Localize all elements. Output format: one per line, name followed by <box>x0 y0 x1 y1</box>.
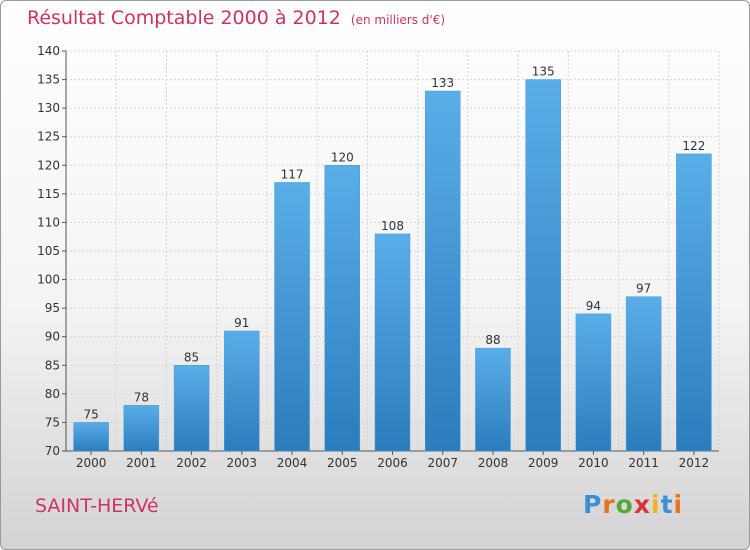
x-tick-label: 2006 <box>377 456 408 470</box>
x-tick-label: 2011 <box>628 456 659 470</box>
data-label: 85 <box>184 350 199 364</box>
bar <box>575 313 612 452</box>
bar <box>123 405 160 452</box>
data-label: 94 <box>586 299 601 313</box>
logo-letter: r <box>602 490 616 519</box>
logo-letter: x <box>633 490 651 519</box>
data-label: 91 <box>234 316 249 330</box>
logo-letter: P <box>583 490 603 519</box>
bar <box>274 182 310 452</box>
x-tick-label: 2008 <box>478 456 509 470</box>
data-label: 135 <box>532 65 555 79</box>
x-tick-label: 2004 <box>277 456 308 470</box>
proxiti-logo[interactable]: Proxiti <box>583 490 683 519</box>
x-tick-label: 2007 <box>427 456 458 470</box>
data-label: 117 <box>281 167 304 181</box>
chart-title: Résultat Comptable 2000 à 2012 (en millie… <box>27 7 445 29</box>
y-tick-label: 75 <box>45 415 60 429</box>
bar <box>676 153 712 452</box>
data-label: 97 <box>636 282 651 296</box>
town-name: SAINT-HERVé <box>35 495 159 517</box>
y-tick-label: 70 <box>45 444 60 458</box>
y-tick-label: 110 <box>37 215 60 229</box>
data-label: 78 <box>134 390 149 404</box>
data-label: 88 <box>485 333 500 347</box>
y-tick-label: 140 <box>37 44 60 58</box>
bar <box>424 90 461 452</box>
bar <box>374 233 411 452</box>
data-label: 108 <box>381 219 404 233</box>
x-tick-label: 2005 <box>327 456 358 470</box>
y-tick-label: 85 <box>45 358 60 372</box>
x-tick-label: 2002 <box>176 456 207 470</box>
logo-letter: i <box>651 490 661 519</box>
y-tick-label: 130 <box>37 101 60 115</box>
data-label: 122 <box>682 139 705 153</box>
x-tick-label: 2012 <box>679 456 710 470</box>
y-tick-label: 125 <box>37 130 60 144</box>
bar <box>625 296 662 452</box>
y-tick-label: 100 <box>37 273 60 287</box>
data-label: 133 <box>431 76 454 90</box>
y-tick-label: 115 <box>37 187 60 201</box>
y-tick-label: 80 <box>45 387 60 401</box>
data-label: 120 <box>331 150 354 164</box>
bar <box>173 365 210 452</box>
logo-letter: o <box>615 490 634 519</box>
x-tick-label: 2010 <box>578 456 609 470</box>
axes: 70 75 80 85 90 95 100 105 110 115 120 125 130 135 140 2… <box>37 44 719 470</box>
bar <box>525 79 561 452</box>
x-tick-label: 2000 <box>76 456 107 470</box>
y-tick-label: 105 <box>37 244 60 258</box>
bar <box>475 347 511 452</box>
y-tick-label: 135 <box>37 73 60 87</box>
data-label: 75 <box>83 407 98 421</box>
y-tick-label: 90 <box>45 330 60 344</box>
y-tick-label: 95 <box>45 301 60 315</box>
data-labels: 75 78 85 91 117 120 108 133 88 135 94 97 122 <box>83 65 705 422</box>
bar <box>324 165 361 452</box>
bars <box>73 79 712 452</box>
title-text: Résultat Comptable 2000 à 2012 <box>27 7 341 29</box>
x-tick-label: 2001 <box>126 456 157 470</box>
logo-letter: i <box>673 490 684 519</box>
bar <box>73 422 109 452</box>
logo-letter: t <box>660 490 674 519</box>
chart-subtitle: (en milliers d'€) <box>350 13 446 27</box>
bar <box>224 330 260 452</box>
y-tick-label: 120 <box>37 158 60 172</box>
x-tick-label: 2009 <box>528 456 559 470</box>
x-tick-label: 2003 <box>227 456 258 470</box>
